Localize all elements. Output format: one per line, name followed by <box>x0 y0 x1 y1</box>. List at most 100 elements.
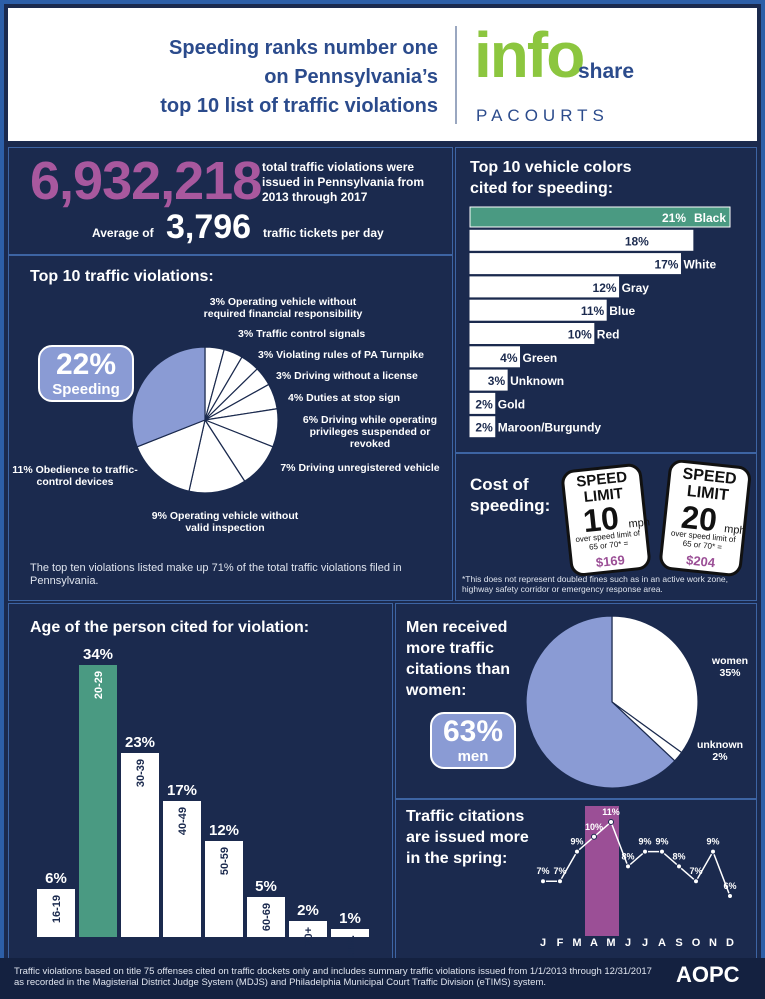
value-label: 2% <box>475 421 493 435</box>
category-label: Duties at stop sign <box>306 392 400 404</box>
x-tick-label: M <box>572 937 581 949</box>
category-label: Blue <box>609 304 635 318</box>
category-label: Obedience to traffic-control devices <box>36 464 138 488</box>
value-label: 3% <box>258 349 273 361</box>
point <box>626 864 631 869</box>
category-label: Violating rules of PA Turnpike <box>276 349 424 361</box>
category-label: Unknown <box>510 374 564 388</box>
x-tick-label: N <box>709 937 717 949</box>
value-label: 6% <box>303 414 318 426</box>
bar <box>470 207 730 227</box>
slice-label: 9% Operating vehicle without valid inspe… <box>150 510 300 534</box>
slice-label: 3% Violating rules of PA Turnpike <box>258 349 458 361</box>
value-label: 7% <box>536 866 549 876</box>
category-label: 70+ <box>303 927 315 946</box>
value-label: 5% <box>255 878 277 895</box>
value-label: 3% <box>276 370 291 382</box>
value-label: 63% <box>432 716 514 748</box>
bar <box>470 254 680 274</box>
slice-label: 3% Operating vehicle without required fi… <box>188 296 378 320</box>
highlight-label: 22%Speeding <box>38 345 134 402</box>
x-tick-label: J <box>642 937 648 949</box>
category-label: men <box>432 748 514 765</box>
x-tick-label: D <box>726 937 734 949</box>
category-label: Driving without a license <box>294 370 418 382</box>
value-label: 22% <box>40 349 132 381</box>
value-label: 17% <box>167 782 197 799</box>
value-label: 10% <box>568 328 592 342</box>
point <box>558 879 563 884</box>
value-label: 2% <box>690 751 750 763</box>
category-label: unknown <box>690 739 750 751</box>
category-label: 60-69 <box>261 903 273 931</box>
category-label: Black <box>694 211 726 225</box>
slice-label: women35% <box>700 655 760 679</box>
category-label: Gray <box>622 281 650 295</box>
category-label: 40-49 <box>177 807 189 835</box>
value-label: 8% <box>672 851 685 861</box>
value-label: 9% <box>570 837 583 847</box>
point <box>575 849 580 854</box>
value-label: 4% <box>500 351 518 365</box>
x-tick-label: S <box>675 937 682 949</box>
category-label: 30-39 <box>135 759 147 787</box>
category-label: Red <box>597 328 620 342</box>
point <box>711 849 716 854</box>
x-tick-label: J <box>625 937 631 949</box>
category-label: Gold <box>498 397 525 411</box>
x-tick-label: A <box>658 937 666 949</box>
value-label: 18% <box>625 234 649 248</box>
value-label: 17% <box>654 258 678 272</box>
highlight-label: 63%men <box>430 712 516 769</box>
category-label: Operating vehicle without valid inspecti… <box>170 510 298 534</box>
category-label: Driving while operating privileges suspe… <box>310 414 438 450</box>
category-label: unk. <box>345 935 357 958</box>
category-label: Traffic control signals <box>256 328 365 340</box>
value-label: 9% <box>638 837 651 847</box>
value-label: 21% <box>662 211 686 225</box>
category-label: women <box>700 655 760 667</box>
slice-label: 4% Duties at stop sign <box>288 392 448 404</box>
footer-text: Traffic violations based on title 75 off… <box>14 966 654 988</box>
value-label: 11% <box>12 464 32 476</box>
value-label: 2% <box>297 902 319 919</box>
value-label: 7% <box>689 866 702 876</box>
value-label: 12% <box>593 281 617 295</box>
value-label: 34% <box>83 646 113 663</box>
value-label: 35% <box>700 667 760 679</box>
point <box>677 864 682 869</box>
category-label: Speeding <box>40 381 132 398</box>
value-label: 3% <box>488 374 506 388</box>
value-label: 9% <box>152 510 167 522</box>
slice-label: 7% Driving unregistered vehicle <box>280 462 440 474</box>
value-label: 1% <box>339 910 361 927</box>
value-label: 9% <box>706 837 719 847</box>
slice-label: 3% Traffic control signals <box>238 328 408 340</box>
category-label: Green <box>523 351 558 365</box>
value-label: 9% <box>655 837 668 847</box>
category-label: 16-19 <box>51 895 63 923</box>
footer-org: AOPC <box>676 962 740 988</box>
value-label: 3% <box>210 296 225 308</box>
value-label: 12% <box>209 822 239 839</box>
value-label: 2% <box>475 397 493 411</box>
slice-label: 3% Driving without a license <box>276 370 456 382</box>
x-tick-label: J <box>540 937 546 949</box>
point <box>541 879 546 884</box>
x-tick-label: F <box>557 937 564 949</box>
value-label: 23% <box>125 734 155 751</box>
value-label: 10% <box>585 822 603 832</box>
value-label: 11% <box>581 304 605 318</box>
value-label: 11% <box>602 807 620 817</box>
line <box>543 822 730 896</box>
charts: 21%Black18%Silver17%White12%Gray11%Blue1… <box>0 0 765 999</box>
category-label: Maroon/Burgundy <box>498 421 602 435</box>
slice-label: 11% Obedience to traffic-control devices <box>10 464 140 488</box>
point <box>660 849 665 854</box>
point <box>592 834 597 839</box>
category-label: Silver <box>656 234 689 248</box>
category-label: Driving unregistered vehicle <box>298 462 439 474</box>
value-label: 6% <box>723 881 736 891</box>
category-label: 20-29 <box>93 671 105 699</box>
